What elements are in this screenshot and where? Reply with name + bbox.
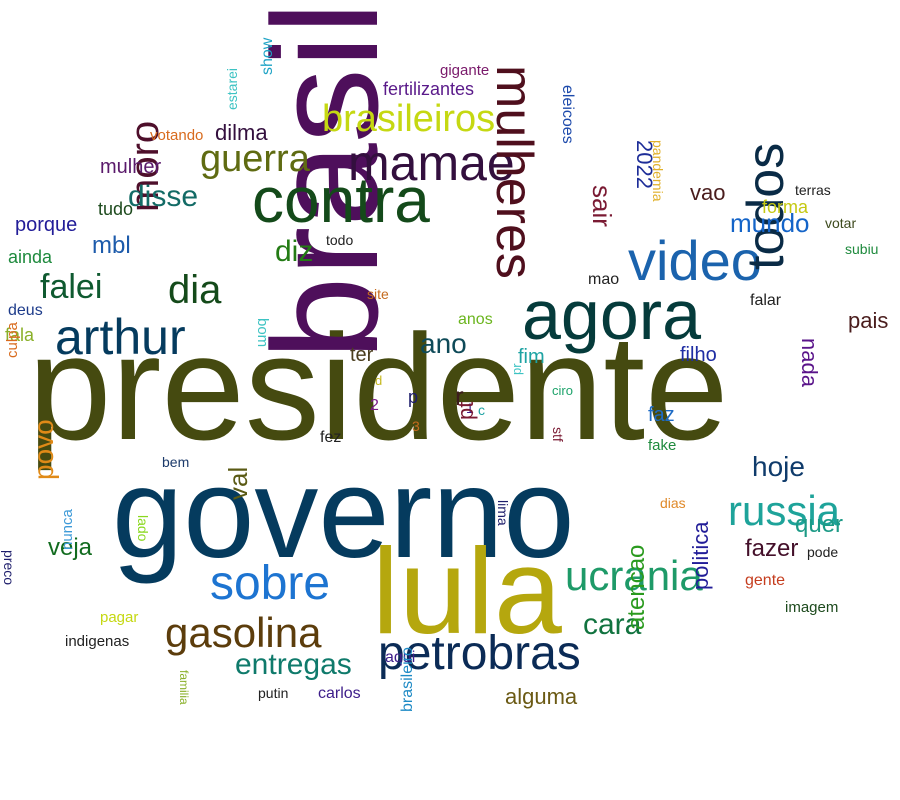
cloud-word-sobre: sobre [210,557,331,610]
cloud-word-todo: todo [326,232,354,248]
cloud-word-mbl: mbl [92,232,131,259]
cloud-word-presidente: presidente [28,303,729,471]
cloud-word-cara: cara [583,608,642,641]
cloud-word-falei: falei [40,268,103,306]
cloud-word-show: show [259,37,276,75]
cloud-word-brasileiros: brasileiros [322,98,496,140]
cloud-word-terras: terras [795,182,831,198]
cloud-word-estarei: estarei [224,67,240,110]
cloud-word-lula: lula [372,523,562,659]
cloud-word-petrobras: petrobras [378,627,581,680]
cloud-word-c: c [478,402,485,418]
cloud-word-p: p [408,387,419,407]
cloud-word-ano: ano [420,328,467,359]
cloud-word-hoje: hoje [752,451,805,482]
cloud-word-mamae: mamae [348,135,515,191]
cloud-word-bem: bem [162,454,190,470]
cloud-word-dilma: dilma [215,120,268,145]
cloud-word-dia: dia [168,268,222,312]
cloud-word-diz: diz [275,235,314,268]
cloud-word-forma: forma [762,197,809,217]
cloud-word-governo: governo [112,442,575,585]
cloud-word-atencao: atencao [623,544,650,630]
cloud-word-fala: fala [5,325,35,345]
cloud-word-fim: fim [518,346,545,368]
cloud-word-agora: agora [522,276,702,354]
cloud-word-imagem: imagem [785,599,839,616]
cloud-word-ucrania: ucrania [565,552,703,599]
cloud-word-mulher: mulher [100,156,162,178]
cloud-word-entregas: entregas [235,648,352,681]
cloud-word-pais: pais [848,308,889,333]
cloud-word-politica: politica [688,521,713,590]
cloud-word-dias: dias [660,495,686,511]
cloud-word-putin: putin [258,685,289,701]
cloud-word-alguma: alguma [505,684,578,709]
cloud-word-vao: vao [690,180,726,205]
cloud-word-tudo: tudo [98,199,134,219]
cloud-word-gente: gente [745,572,786,589]
cloud-word-1: 1 [466,400,474,416]
cloud-word-quer: quer [795,511,844,538]
cloud-word-subiu: subiu [845,241,879,257]
cloud-word-filho: filho [680,344,717,366]
cloud-word-3: 3 [412,418,420,434]
cloud-word-porque: porque [15,214,78,236]
cloud-word-ter: ter [350,344,374,366]
cloud-word-mundo: mundo [730,208,810,238]
cloud-word-brasileiro: brasileiro [399,647,416,712]
cloud-word-bom: bom [254,318,271,348]
cloud-word-site: site [367,286,389,302]
cloud-word-faz: faz [648,404,675,426]
cloud-word-veja: veja [48,534,93,561]
cloud-word-russia: russia [728,487,841,534]
cloud-word-lado: lado [135,515,151,542]
cloud-word-deus: deus [8,302,43,319]
cloud-word-votando: votando [150,127,204,144]
cloud-word-mao: mao [588,271,620,288]
cloud-word-arthur: arthur [55,309,186,365]
cloud-word-votar: votar [825,215,857,231]
cloud-word-povo: povo [28,419,59,480]
cloud-word-val: val [223,466,253,500]
cloud-word-preco: preco [1,550,17,586]
cloud-word-d: d [375,373,383,388]
cloud-word-mulheres: mulheres [485,65,543,279]
cloud-word-fez: fez [320,429,342,446]
cloud-word-contra: contra [252,164,430,236]
cloud-word-indigenas: indigenas [65,633,130,650]
cloud-word-2: 2 [370,397,379,414]
cloud-word-anos: anos [458,311,493,328]
cloud-word-fazer: fazer [745,535,799,562]
cloud-word-familia: familia [177,670,191,705]
cloud-word-gasolina: gasolina [165,609,322,656]
cloud-word-nunca: nunca [59,509,76,550]
cloud-word-nada: nada [797,338,822,387]
cloud-word-lima: lima [495,500,511,526]
cloud-word-pt: pt [453,401,478,420]
cloud-word-fake: fake [648,437,677,454]
cloud-word-pode: pode [807,544,839,560]
cloud-word-fertilizantes: fertilizantes [383,79,475,99]
cloud-word-aqui: aqui [385,649,416,666]
cloud-word-r: r [455,381,464,411]
cloud-word-guerra: guerra [200,138,310,180]
cloud-word-pagar: pagar [100,609,139,626]
cloud-word-ainda: ainda [8,247,53,267]
cloud-word-pandemia: pandemia [650,140,666,202]
cloud-word-video: video [628,229,762,292]
cloud-word-carlos: carlos [318,685,361,702]
cloud-word-falar: falar [750,292,782,309]
cloud-word-pr: pr [509,363,524,375]
cloud-word-eleicoes: eleicoes [559,85,576,144]
cloud-word-culpa: culpa [4,322,21,358]
cloud-word-sair: sair [587,185,617,227]
cloud-word-disse: disse [128,180,199,213]
cloud-word-gigante: gigante [440,62,490,79]
cloud-word-ciro: ciro [552,383,573,398]
cloud-word-stf: stf [550,427,566,442]
